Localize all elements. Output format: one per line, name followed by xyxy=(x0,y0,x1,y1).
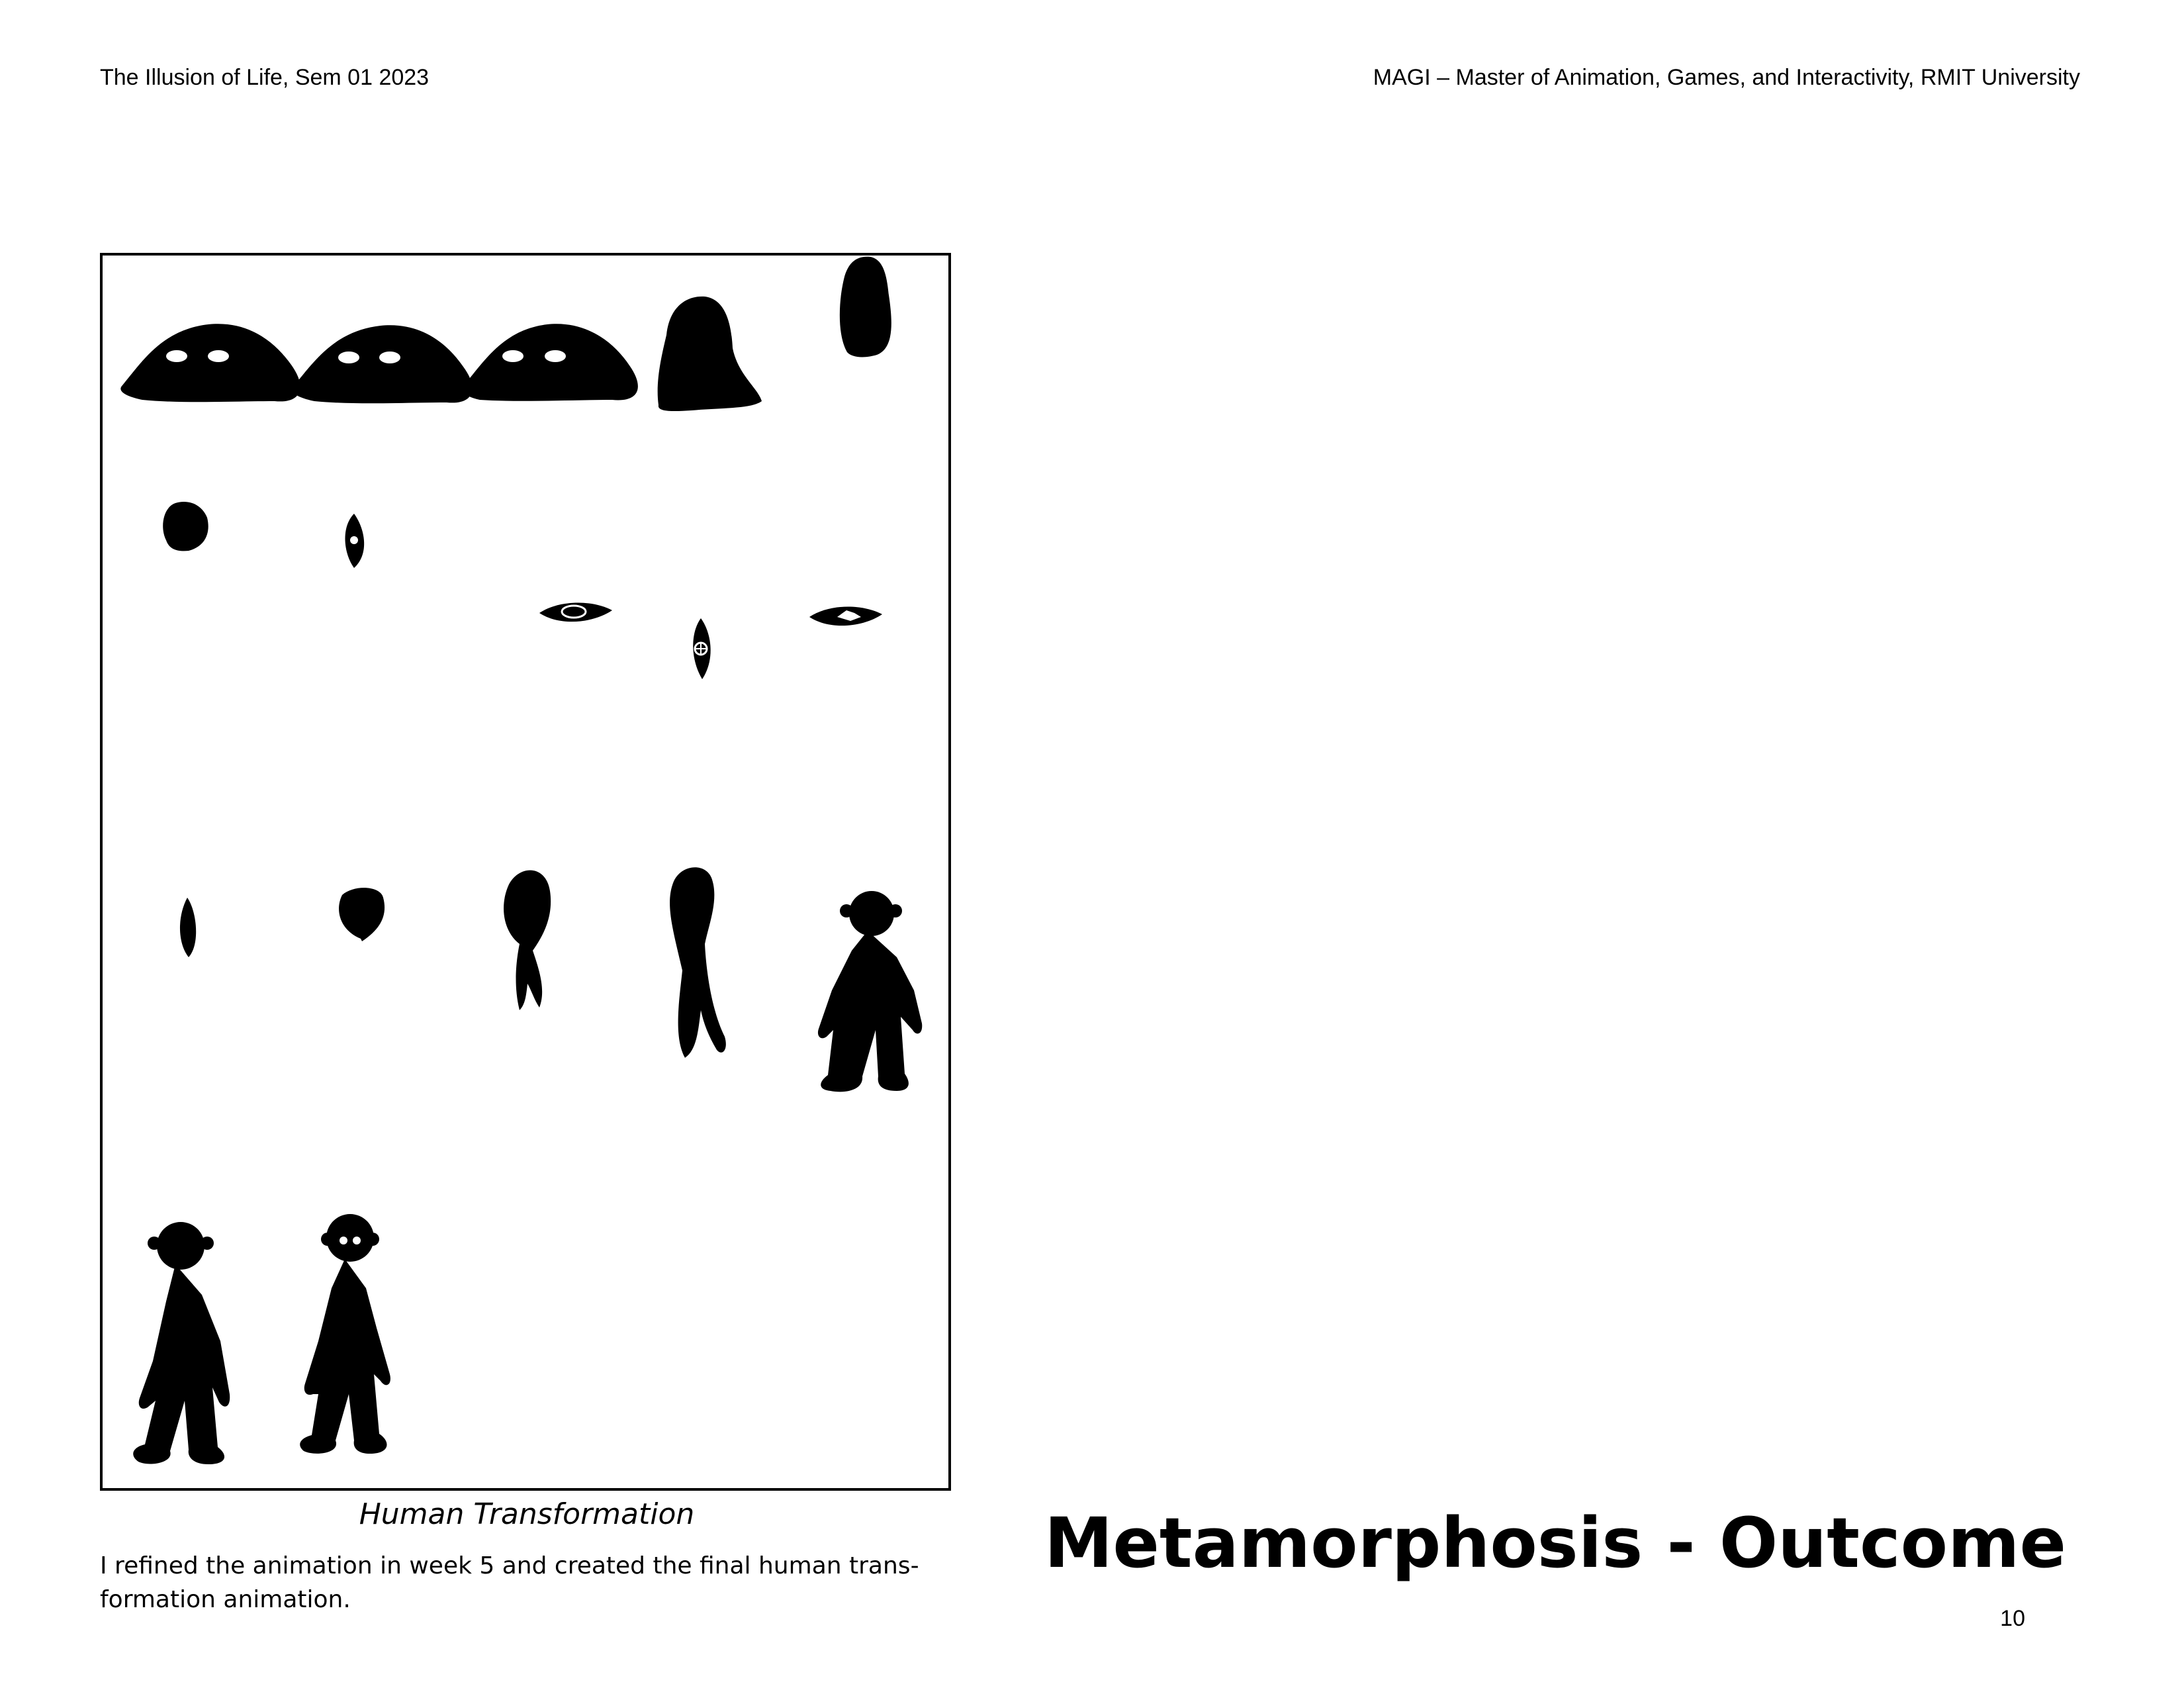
frame-blob-3 xyxy=(461,324,638,401)
frame-eye-vertical-1 xyxy=(345,514,365,568)
page-title: Metamorphosis - Outcome xyxy=(1044,1503,2066,1583)
frame-eye-horizontal-2 xyxy=(809,606,882,626)
header-course-title: The Illusion of Life, Sem 01 2023 xyxy=(100,65,430,90)
frame-dot xyxy=(163,502,208,551)
page-number: 10 xyxy=(2000,1606,2025,1631)
frame-stretch xyxy=(670,867,726,1058)
frame-sprout xyxy=(504,870,551,1010)
frame-human-1 xyxy=(817,891,923,1092)
frame-blob-1 xyxy=(120,324,300,402)
frame-drop xyxy=(339,888,385,941)
frame-blob-2 xyxy=(292,325,473,404)
frame-seed xyxy=(179,898,197,957)
frames-illustration xyxy=(120,256,923,1464)
animation-frames-figure xyxy=(100,253,951,1491)
frame-human-2 xyxy=(133,1222,230,1464)
frame-eye-horizontal-1 xyxy=(539,602,612,622)
body-paragraph: I refined the animation in week 5 and cr… xyxy=(100,1552,919,1613)
figure-caption: Human Transformation xyxy=(359,1497,695,1531)
frame-eye-vertical-2 xyxy=(693,618,711,679)
header-program-name: MAGI – Master of Animation, Games, and I… xyxy=(1373,65,2080,90)
frame-blob-5 xyxy=(839,256,891,357)
frame-blob-4 xyxy=(657,296,762,412)
frame-human-final xyxy=(300,1214,390,1454)
